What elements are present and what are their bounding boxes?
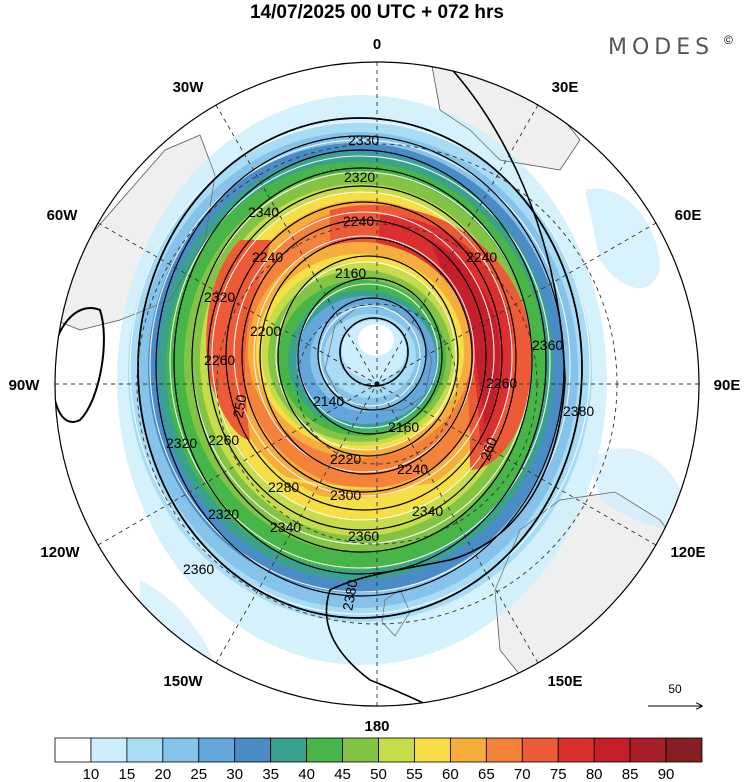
contour-label: 2340 [248, 204, 279, 220]
colorbar-tick-label: 90 [658, 766, 675, 782]
colorbar-tick-label: 75 [550, 766, 567, 782]
contour-label: 2260 [486, 375, 517, 391]
colorbar-swatch [54, 737, 92, 763]
contour-label: 2320 [344, 169, 375, 185]
colorbar-tick-label: 80 [586, 766, 603, 782]
contour-label: 2220 [330, 451, 361, 467]
contour-label: 2340 [270, 519, 301, 535]
colorbar-tick-label: 40 [298, 766, 315, 782]
colorbar-swatch [90, 737, 128, 763]
contour-label: 2330 [348, 132, 379, 148]
colorbar-tick-label: 55 [406, 766, 423, 782]
colorbar-swatch [306, 737, 343, 763]
colorbar-swatch [449, 737, 487, 763]
colorbar-tick-label: 65 [478, 766, 495, 782]
colorbar-swatch [162, 737, 200, 763]
contour-label: 2380 [563, 403, 594, 419]
colorbar-tick-label: 30 [226, 766, 243, 782]
colorbar-tick-label: 35 [262, 766, 279, 782]
lon-label-30e: 30E [552, 79, 579, 96]
contour-label: 2200 [250, 323, 281, 339]
colorbar-swatch [378, 737, 415, 763]
wind-streamlines [129, 121, 591, 615]
colorbar-swatch [126, 737, 164, 763]
contour-label: 2360 [348, 528, 379, 544]
contour-label: 250 [230, 393, 250, 419]
wind-scale-label: 50 [668, 682, 682, 696]
brand-copyright-mark: © [724, 33, 733, 47]
colorbar-ticks: 10 15 20 25 30 35 40 45 50 55 60 65 70 75 80 85 90 [83, 766, 675, 782]
colorbar [54, 737, 703, 763]
contour-label: 2300 [330, 487, 361, 503]
contour-label: 2360 [183, 561, 214, 577]
contour-label: 2360 [532, 337, 563, 353]
contour-label: 2160 [388, 419, 419, 435]
contour-label: 2160 [335, 265, 366, 281]
lon-label-180: 180 [364, 718, 389, 735]
contour-label: 260 [477, 435, 500, 463]
colorbar-tick-label: 10 [83, 766, 100, 782]
colorbar-tick-label: 25 [190, 766, 207, 782]
colorbar-swatch [629, 737, 667, 763]
brand-logo: MODES [608, 35, 714, 60]
colorbar-tick-label: 50 [370, 766, 387, 782]
lon-label-150e: 150E [547, 673, 582, 690]
lon-label-0: 0 [373, 36, 381, 53]
contour-label: 2280 [268, 479, 299, 495]
map-disk [55, 62, 699, 706]
colorbar-swatch [485, 737, 523, 763]
colorbar-tick-label: 45 [334, 766, 351, 782]
colorbar-tick-label: 20 [154, 766, 171, 782]
colorbar-swatch [557, 737, 595, 763]
colorbar-swatch [521, 737, 559, 763]
south-pole-marker [374, 381, 380, 387]
colorbar-swatch [198, 737, 236, 763]
lon-label-120e: 120E [670, 544, 705, 561]
wind-scale: 50 [648, 682, 702, 706]
colorbar-swatch [342, 737, 379, 763]
colorbar-swatch [593, 737, 631, 763]
colorbar-swatch [414, 737, 451, 763]
contour-label: 2240 [343, 213, 374, 229]
contour-label-group: 2330 2320 2340 2240 2240 2160 2320 2200 … [166, 132, 594, 612]
lon-label-90w: 90W [9, 377, 41, 394]
contour-label: 2380 [339, 578, 360, 612]
contour-label: 2260 [204, 352, 235, 368]
contour-label: 2320 [204, 289, 235, 305]
contour-label: 2140 [313, 393, 344, 409]
contour-label: 2320 [166, 435, 197, 451]
lon-label-60e: 60E [675, 207, 702, 224]
contour-label: 2240 [466, 249, 497, 265]
contour-label: 2260 [208, 432, 239, 448]
colorbar-tick-label: 60 [442, 766, 459, 782]
colorbar-tick-label: 85 [622, 766, 639, 782]
colorbar-tick-label: 70 [514, 766, 531, 782]
lon-label-90e: 90E [714, 377, 741, 394]
lon-label-30w: 30W [173, 79, 205, 96]
contour-label: 2240 [252, 249, 283, 265]
chart-title: 14/07/2025 00 UTC + 072 hrs [250, 2, 504, 23]
lon-label-60w: 60W [47, 207, 79, 224]
lon-label-120w: 120W [40, 544, 80, 561]
lon-label-150w: 150W [163, 673, 203, 690]
colorbar-swatch [665, 737, 703, 763]
contour-label: 2240 [397, 461, 428, 477]
colorbar-swatch [234, 737, 272, 763]
longitude-labels: 0 30E 60E 90E 120E 150E 180 150W 120W 90… [9, 36, 741, 735]
contour-label: 2320 [208, 506, 239, 522]
height-contours [55, 62, 583, 706]
colorbar-tick-label: 15 [119, 766, 136, 782]
colorbar-swatch [270, 737, 308, 763]
contour-label: 2340 [412, 503, 443, 519]
map-boundary [54, 61, 700, 707]
